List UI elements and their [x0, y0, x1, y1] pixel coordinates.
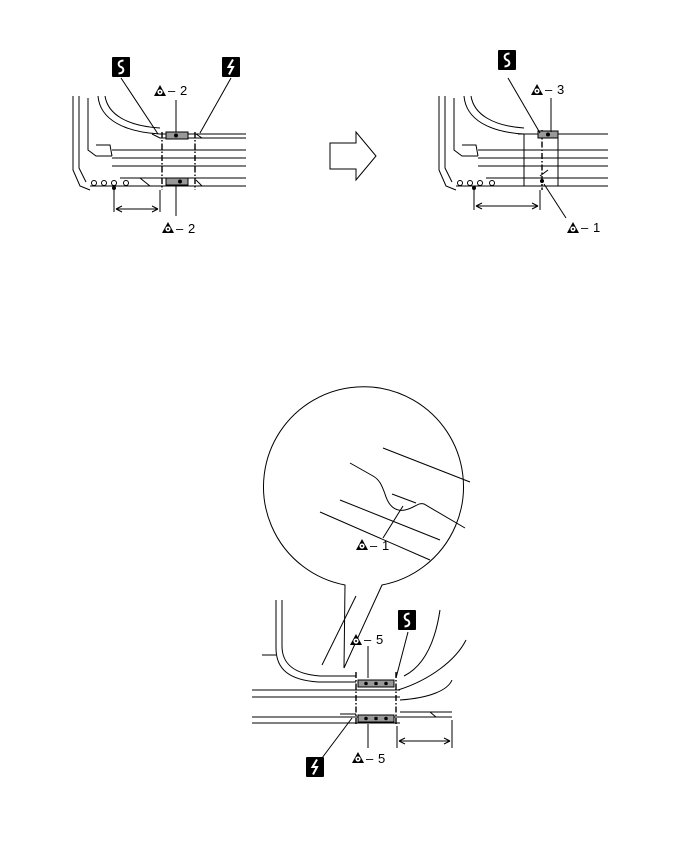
zigzag-cut-icon	[221, 56, 241, 78]
weld-point-icon	[154, 85, 166, 96]
svg-text:–: –	[370, 538, 378, 553]
wavy-cut-icon	[111, 56, 131, 78]
weld-point-icon	[352, 752, 364, 763]
weld-point-icon	[162, 222, 174, 233]
svg-text:–: –	[581, 220, 589, 235]
pillar-outline	[72, 96, 91, 191]
panel-detail-view	[263, 386, 471, 669]
callout-label: 5	[378, 751, 385, 766]
panel-before	[72, 77, 246, 216]
right-arrow-icon	[329, 130, 377, 182]
panel-after	[438, 77, 608, 219]
wavy-cut-icon	[497, 49, 517, 71]
svg-text:–: –	[364, 632, 372, 647]
weld-point-icon	[531, 84, 543, 95]
callout-label: 2	[188, 221, 195, 236]
panel-rocker-assembly	[252, 600, 467, 759]
callout-label: 5	[376, 632, 383, 647]
svg-text:–: –	[545, 82, 553, 97]
wavy-cut-icon	[397, 609, 417, 631]
callout-label: 2	[180, 83, 187, 98]
callout-label: 1	[593, 220, 600, 235]
zigzag-cut-icon	[305, 756, 325, 778]
svg-text:–: –	[168, 83, 176, 98]
weld-point-icon	[567, 222, 579, 233]
svg-text:–: –	[176, 221, 184, 236]
svg-text:–: –	[366, 751, 374, 766]
callout-label: 1	[382, 538, 389, 553]
callout-label: 3	[557, 82, 564, 97]
